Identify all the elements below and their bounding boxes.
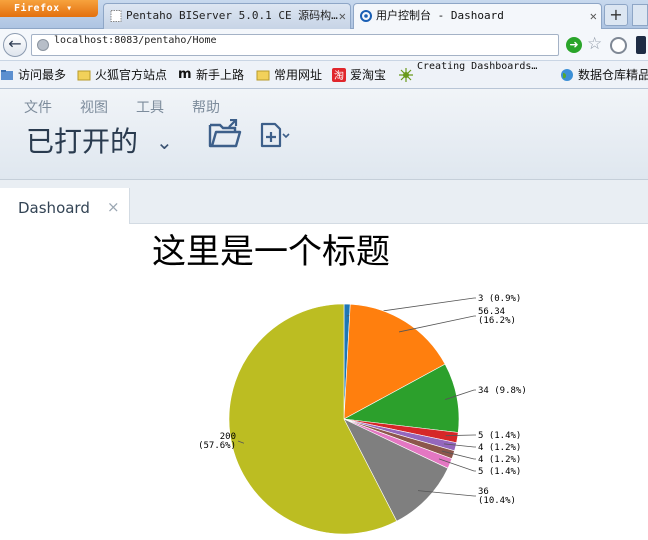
- pentaho-header: 文件 视图 工具 帮助 已打开的 ⌄: [0, 89, 648, 180]
- tab-dashoard[interactable]: Dashoard ×: [0, 188, 130, 224]
- pie-slice-label: 4 (1.2%): [478, 455, 521, 465]
- pie-leader-line: [445, 389, 476, 400]
- pie-leader-line: [445, 434, 476, 437]
- back-arrow-icon: ←: [8, 34, 22, 53]
- tab-title: 用户控制台 - Dashoard: [376, 9, 504, 22]
- opened-dropdown[interactable]: 已打开的: [26, 125, 139, 158]
- browser-tab-dashboard[interactable]: 用户控制台 - Dashoard ✕: [353, 3, 602, 29]
- perspective-tabstrip: Dashoard ×: [0, 180, 648, 224]
- menu-view[interactable]: 视图: [80, 100, 108, 116]
- smart-folder-icon: [1, 70, 13, 80]
- bookmark-getting-started[interactable]: m 新手上路: [178, 61, 244, 89]
- dashboard-content: 这里是一个标题 3 (0.9%) 56.34 (16.2%) 34 (9.8%) 5 (…: [0, 224, 648, 540]
- pie-slice-label: 5 (1.4%): [478, 467, 521, 477]
- address-bar[interactable]: localhost:8083/pentaho/Home: [31, 34, 559, 56]
- pie-slice-label: 4 (1.2%): [478, 443, 521, 453]
- tab-title: Pentaho BIServer 5.0.1 CE 源码构…: [126, 9, 338, 22]
- burst-icon: [399, 68, 413, 82]
- back-button[interactable]: ←: [3, 33, 27, 57]
- globe-icon: [37, 39, 49, 51]
- pie-leader-line: [438, 458, 476, 472]
- pie-slice-label: 34 (9.8%): [478, 386, 527, 396]
- pie-leader-line: [417, 490, 476, 497]
- go-arrow-icon[interactable]: ➜: [566, 37, 582, 53]
- bookmark-common-sites[interactable]: 常用网址: [256, 61, 322, 89]
- pie-slice[interactable]: [228, 303, 398, 535]
- bookmark-star-icon[interactable]: ☆: [587, 34, 603, 54]
- bookmark-label: 爱淘宝: [350, 68, 387, 82]
- pie-slice[interactable]: [343, 418, 449, 522]
- pie-leader-line: [441, 450, 476, 460]
- pentaho-logo-icon: [360, 10, 372, 22]
- chevron-down-icon[interactable]: ⌄: [156, 130, 173, 154]
- pie-chart: 3 (0.9%) 56.34 (16.2%) 34 (9.8%) 5 (1.4%) 4 (…: [198, 294, 527, 535]
- pie-slice-label: 56.34 (16.2%): [478, 307, 516, 326]
- firefox-menu-label: Firefox: [14, 3, 60, 14]
- history-clock-icon[interactable]: [610, 37, 627, 54]
- svg-text:淘: 淘: [334, 69, 344, 82]
- pie-leader-line: [398, 315, 476, 333]
- open-folder-icon[interactable]: [208, 119, 242, 149]
- bookmark-label: 常用网址: [274, 68, 323, 82]
- folder-icon: [77, 70, 91, 81]
- firefox-menu-button[interactable]: Firefox ▾: [0, 0, 98, 17]
- tab-close-icon[interactable]: ✕: [338, 9, 346, 23]
- m-logo-icon: m: [178, 67, 192, 82]
- browser-titlebar: Firefox ▾ Pentaho BIServer 5.0.1 CE 源码构……: [0, 0, 648, 29]
- pie-leader-line: [346, 297, 476, 317]
- bookmark-firefox-site[interactable]: 火狐官方站点: [77, 61, 167, 89]
- pie-leader-line: [443, 443, 476, 448]
- bookmarks-toolbar: 访问最多 火狐官方站点 m 新手上路 常用网址 淘 爱淘宝 Creating D…: [0, 61, 648, 89]
- bookmark-label: Creating Dashboards…: [417, 61, 538, 72]
- tab-label: Dashoard: [18, 199, 90, 217]
- navigation-toolbar: ← localhost:8083/pentaho/Home ➜ ☆: [0, 29, 648, 61]
- bookmark-most-visited[interactable]: 访问最多: [0, 61, 66, 89]
- new-document-icon[interactable]: [260, 122, 292, 148]
- bookmark-creating-dashboards[interactable]: Creating Dashboards…: [399, 61, 538, 82]
- tab-close-icon[interactable]: ✕: [589, 9, 597, 23]
- close-icon[interactable]: ×: [107, 198, 120, 216]
- blank-page-icon: [110, 10, 122, 22]
- tab-list-button[interactable]: [632, 4, 648, 26]
- new-tab-label: +: [609, 5, 623, 24]
- pie-slice-label: 200 (57.6%): [198, 432, 236, 451]
- menu-tools[interactable]: 工具: [136, 100, 164, 116]
- taobao-icon: 淘: [332, 68, 346, 82]
- bookmark-label: 火狐官方站点: [95, 68, 168, 82]
- pie-leader-line: [237, 440, 245, 444]
- pie-slice[interactable]: [343, 303, 446, 420]
- bookmark-taobao[interactable]: 淘 爱淘宝: [332, 61, 386, 89]
- menu-help[interactable]: 帮助: [192, 100, 220, 116]
- pie-slice-label: 3 (0.9%): [478, 294, 521, 304]
- menu-file[interactable]: 文件: [24, 100, 52, 116]
- bookmark-label: 数据仓库精品: [578, 68, 648, 82]
- new-tab-button[interactable]: +: [604, 4, 628, 26]
- globe-icon: [561, 69, 573, 81]
- pie-slice-label: 5 (1.4%): [478, 431, 521, 441]
- folder-icon: [256, 70, 270, 81]
- bookmark-label: 新手上路: [196, 68, 245, 82]
- dashboard-title: 这里是一个标题: [152, 232, 390, 272]
- mobile-device-icon[interactable]: [636, 36, 646, 54]
- address-text: localhost:8083/pentaho/Home: [54, 35, 217, 46]
- bookmark-label: 访问最多: [18, 68, 67, 82]
- browser-tab-pentaho-source[interactable]: Pentaho BIServer 5.0.1 CE 源码构… ✕: [103, 3, 351, 29]
- pie-slice-label: 36 (10.4%): [478, 487, 516, 506]
- bookmark-data-warehouse[interactable]: 数据仓库精品: [560, 61, 648, 89]
